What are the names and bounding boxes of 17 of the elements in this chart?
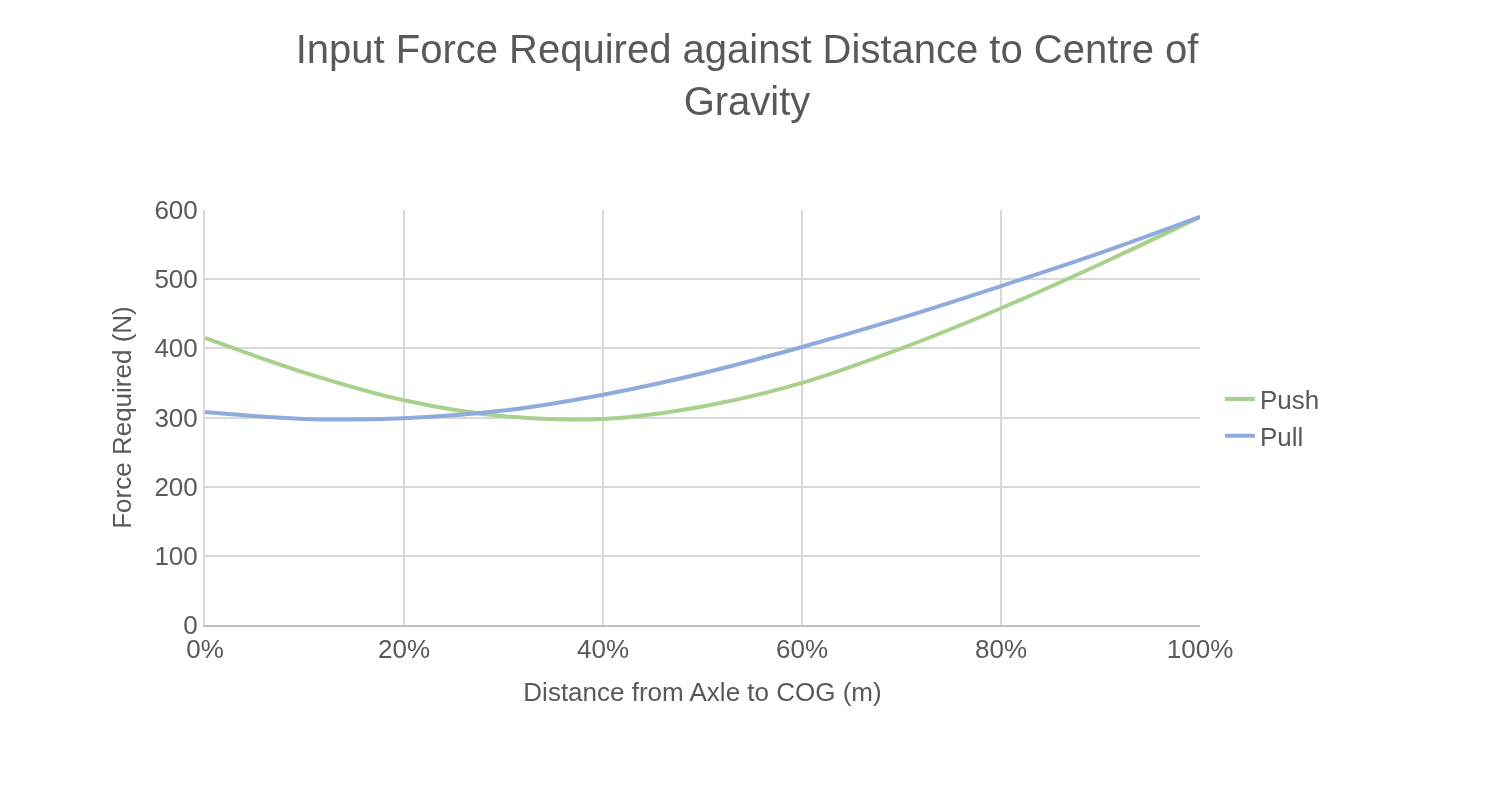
y-tick-label: 200	[154, 471, 198, 502]
legend-label: Push	[1259, 385, 1320, 416]
y-axis-title: Force Required (N)	[107, 306, 138, 529]
x-tick-label: 20%	[377, 634, 431, 665]
legend-label: Pull	[1259, 421, 1304, 452]
y-tick-label: 300	[154, 402, 198, 433]
line-series	[205, 214, 1200, 422]
y-tick-label: 400	[154, 333, 198, 364]
y-tick-label: 100	[154, 540, 198, 571]
chart-title: Input Force Required against Distance to Centre of Gravity	[295, 27, 1200, 124]
x-tick-label: 100%	[1166, 634, 1234, 665]
x-axis-title: Distance from Axle to COG (m)	[523, 677, 882, 708]
y-tick-label: 600	[154, 195, 198, 226]
y-tick-label: 500	[154, 264, 198, 295]
x-tick-label: 60%	[775, 634, 829, 665]
x-tick-label: 80%	[974, 634, 1028, 665]
x-tick-label: 40%	[576, 634, 630, 665]
